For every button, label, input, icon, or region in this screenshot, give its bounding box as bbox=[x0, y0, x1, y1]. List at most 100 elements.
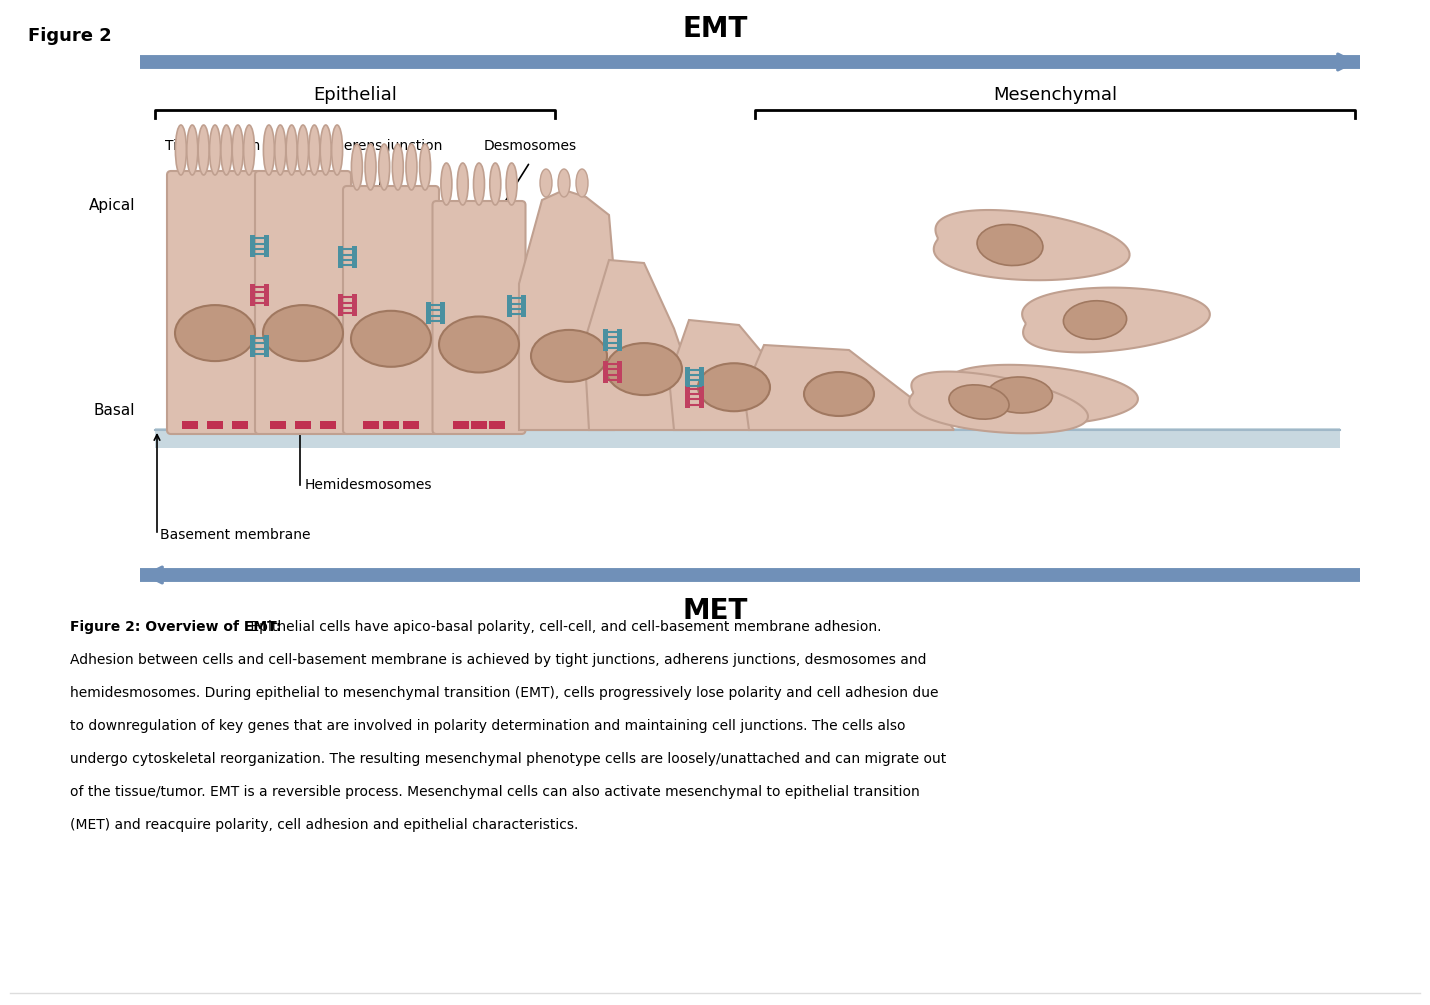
Ellipse shape bbox=[243, 125, 255, 175]
Ellipse shape bbox=[286, 125, 297, 175]
Bar bbox=[685, 386, 689, 408]
Bar bbox=[479, 421, 483, 429]
Bar bbox=[458, 421, 460, 429]
Bar bbox=[498, 421, 500, 429]
Ellipse shape bbox=[352, 144, 362, 190]
Polygon shape bbox=[669, 320, 799, 430]
Text: hemidesmosomes. During epithelial to mesenchymal transition (EMT), cells progres: hemidesmosomes. During epithelial to mes… bbox=[70, 686, 938, 700]
Bar bbox=[363, 421, 368, 429]
Ellipse shape bbox=[988, 377, 1052, 413]
Text: undergo cytoskeletal reorganization. The resulting mesenchymal phenotype cells a: undergo cytoskeletal reorganization. The… bbox=[70, 752, 947, 766]
Ellipse shape bbox=[199, 125, 209, 175]
Bar bbox=[263, 235, 269, 257]
Text: Adhesion between cells and cell-basement membrane is achieved by tight junctions: Adhesion between cells and cell-basement… bbox=[70, 653, 927, 667]
Bar bbox=[337, 246, 343, 268]
Bar bbox=[282, 421, 286, 429]
Ellipse shape bbox=[332, 125, 343, 175]
Bar bbox=[154, 428, 1340, 448]
Bar bbox=[698, 386, 704, 408]
Ellipse shape bbox=[220, 125, 232, 175]
Bar bbox=[332, 421, 336, 429]
Bar bbox=[207, 421, 212, 429]
Bar bbox=[352, 294, 356, 317]
Bar bbox=[698, 367, 704, 389]
Polygon shape bbox=[909, 372, 1088, 433]
Bar bbox=[194, 421, 197, 429]
Bar bbox=[493, 421, 498, 429]
Ellipse shape bbox=[439, 317, 519, 373]
Bar bbox=[263, 335, 269, 357]
Text: MET: MET bbox=[682, 597, 748, 625]
Bar bbox=[182, 421, 186, 429]
Text: Basal: Basal bbox=[93, 403, 134, 418]
Bar bbox=[390, 421, 395, 429]
Ellipse shape bbox=[275, 125, 286, 175]
Bar bbox=[616, 329, 622, 351]
Ellipse shape bbox=[473, 163, 485, 205]
Bar bbox=[307, 421, 310, 429]
Ellipse shape bbox=[950, 385, 1010, 419]
Bar bbox=[508, 295, 512, 318]
Bar bbox=[489, 421, 493, 429]
Bar bbox=[439, 302, 445, 324]
Bar bbox=[368, 421, 370, 429]
Bar bbox=[320, 421, 325, 429]
Bar bbox=[521, 295, 526, 318]
Text: Tight junction: Tight junction bbox=[166, 139, 260, 153]
Polygon shape bbox=[1022, 287, 1210, 353]
Text: Figure 2: Figure 2 bbox=[29, 27, 112, 45]
Bar bbox=[190, 421, 194, 429]
Bar bbox=[249, 283, 255, 306]
Bar bbox=[602, 361, 608, 383]
Ellipse shape bbox=[576, 169, 588, 197]
Polygon shape bbox=[519, 190, 619, 430]
Ellipse shape bbox=[176, 125, 186, 175]
Text: Adherens junction: Adherens junction bbox=[317, 139, 443, 153]
Bar bbox=[616, 361, 622, 383]
Ellipse shape bbox=[541, 169, 552, 197]
Bar bbox=[263, 283, 269, 306]
Text: (MET) and reacquire polarity, cell adhesion and epithelial characteristics.: (MET) and reacquire polarity, cell adhes… bbox=[70, 818, 578, 832]
Bar bbox=[602, 329, 608, 351]
Bar bbox=[240, 421, 245, 429]
Ellipse shape bbox=[440, 163, 452, 205]
Ellipse shape bbox=[804, 372, 874, 416]
Polygon shape bbox=[945, 365, 1138, 425]
Bar bbox=[212, 421, 214, 429]
Bar bbox=[214, 421, 219, 429]
Ellipse shape bbox=[297, 125, 309, 175]
Ellipse shape bbox=[379, 144, 390, 190]
Ellipse shape bbox=[506, 163, 518, 205]
Bar bbox=[249, 335, 255, 357]
Bar bbox=[352, 246, 356, 268]
Ellipse shape bbox=[232, 125, 243, 175]
Bar bbox=[249, 235, 255, 257]
Bar bbox=[383, 421, 388, 429]
Bar bbox=[483, 421, 488, 429]
FancyBboxPatch shape bbox=[255, 171, 350, 434]
Bar bbox=[470, 421, 475, 429]
Bar bbox=[245, 421, 247, 429]
Bar bbox=[325, 421, 327, 429]
Text: EMT: EMT bbox=[682, 15, 748, 43]
Ellipse shape bbox=[392, 144, 403, 190]
Bar bbox=[395, 421, 399, 429]
Bar bbox=[465, 421, 469, 429]
Ellipse shape bbox=[187, 125, 197, 175]
Text: of the tissue/tumor. EMT is a reversible process. Mesenchymal cells can also act: of the tissue/tumor. EMT is a reversible… bbox=[70, 785, 919, 799]
Ellipse shape bbox=[698, 363, 769, 411]
Bar bbox=[375, 421, 379, 429]
Ellipse shape bbox=[320, 125, 332, 175]
Bar bbox=[186, 421, 190, 429]
Bar bbox=[303, 421, 307, 429]
Ellipse shape bbox=[309, 125, 320, 175]
Text: to downregulation of key genes that are involved in polarity determination and m: to downregulation of key genes that are … bbox=[70, 719, 905, 733]
Bar bbox=[410, 421, 415, 429]
Bar bbox=[453, 421, 458, 429]
Bar bbox=[415, 421, 419, 429]
Text: Basement membrane: Basement membrane bbox=[160, 528, 310, 542]
FancyBboxPatch shape bbox=[432, 201, 525, 434]
Ellipse shape bbox=[490, 163, 500, 205]
Text: Epithelial cells have apico-basal polarity, cell-cell, and cell-basement membran: Epithelial cells have apico-basal polari… bbox=[246, 620, 881, 634]
Ellipse shape bbox=[174, 306, 255, 361]
